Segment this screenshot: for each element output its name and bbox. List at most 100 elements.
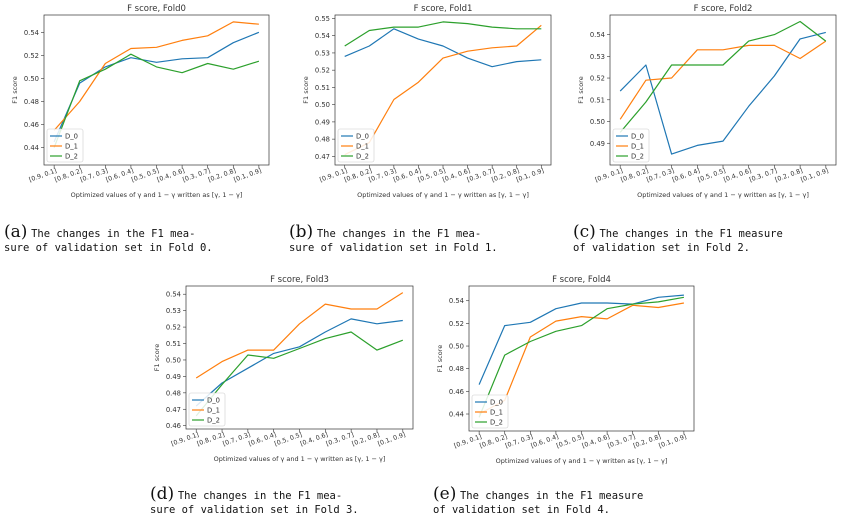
x-tick-label: [0.8, 0.2] <box>196 431 226 447</box>
legend-label: D_0 <box>207 397 220 405</box>
plot-frame <box>609 14 837 166</box>
y-tick-label: 0.53 <box>315 49 330 57</box>
caption-text-line1: The changes in the F1 measure <box>459 490 644 502</box>
y-tick-label: 0.54 <box>315 32 330 40</box>
chart-fold4: F score, Fold4 F1 score 0.44 0.46 0.48 0.50 0.… <box>425 272 710 472</box>
legend: D_0 D_1 D_2 <box>188 392 226 427</box>
caption-text-line2: sure of validation set in Fold 3. <box>150 504 359 516</box>
legend-label: D_1 <box>631 143 644 151</box>
x-tick-label: [0.4, 0.6] <box>581 433 611 449</box>
chart-title: F score, Fold1 <box>414 4 473 14</box>
legend-label: D_2 <box>65 153 78 161</box>
y-tick-label: 0.50 <box>590 118 605 126</box>
chart-svg: F score, Fold1 F1 score 0.47 0.48 0.49 0.50 0.… <box>302 4 552 199</box>
y-tick-label: 0.52 <box>449 320 464 328</box>
x-tick-label: [0.3, 0.7] <box>182 167 212 183</box>
x-tick-label: [0.1, 0.9] <box>515 167 545 183</box>
series-line-d2 <box>53 53 260 148</box>
x-tick-label: [0.9, 0.1] <box>453 433 483 449</box>
y-tick-label: 0.49 <box>315 118 330 126</box>
x-tick-label: [0.5, 0.5] <box>274 431 304 447</box>
y-tick-label: 0.48 <box>166 389 181 397</box>
legend-label: D_1 <box>490 409 503 417</box>
x-tick-label: [0.9, 0.1] <box>170 431 200 447</box>
chart-fold3: F score, Fold3 F1 score 0.46 0.47 0.48 0.49 0.… <box>142 272 427 472</box>
x-tick-label: [0.8, 0.2] <box>620 167 650 183</box>
series-line-d2 <box>619 20 827 133</box>
legend: D_0 D_1 D_2 <box>612 128 650 163</box>
y-tick-label: 0.48 <box>24 98 39 106</box>
x-tick-label: [0.2, 0.8] <box>351 431 381 447</box>
y-tick-label: 0.44 <box>449 411 464 419</box>
legend: D_0 D_1 D_2 <box>337 128 375 163</box>
y-tick-label: 0.52 <box>24 52 39 60</box>
series-line-d0 <box>619 31 826 155</box>
y-tick-label: 0.55 <box>315 15 330 23</box>
x-tick-label: [0.4, 0.6] <box>299 431 329 447</box>
legend-label: D_1 <box>65 143 78 151</box>
chart-title: F score, Fold0 <box>127 4 186 14</box>
x-tick-label: [0.3, 0.7] <box>607 433 637 449</box>
caption-tag: (c) <box>573 222 596 242</box>
x-tick-label: [0.9, 0.1] <box>28 167 58 183</box>
x-tick-label: [0.8, 0.2] <box>479 433 509 449</box>
chart-svg: F score, Fold3 F1 score 0.46 0.47 0.48 0.49 0.… <box>153 275 414 463</box>
y-tick-label: 0.52 <box>166 324 181 332</box>
x-tick-label: [0.7, 0.3] <box>504 433 534 449</box>
legend: D_0 D_1 D_2 <box>471 394 509 429</box>
series-line-d1 <box>478 302 685 415</box>
y-tick-label: 0.51 <box>166 340 181 348</box>
x-tick-label: [0.9, 0.1] <box>594 167 624 183</box>
caption-d: (d) The changes in the F1 mea- sure of v… <box>150 486 430 517</box>
x-tick-label: [0.8, 0.2] <box>54 167 84 183</box>
chart-fold1: F score, Fold1 F1 score 0.47 0.48 0.49 0.50 0.… <box>283 0 568 205</box>
x-tick-label: [0.1, 0.9] <box>658 433 688 449</box>
x-tick-label: [0.5, 0.5] <box>556 433 586 449</box>
x-tick-label: [0.3, 0.7] <box>748 167 778 183</box>
x-axis-label: Optimized values of γ and 1 − γ written … <box>71 191 243 199</box>
x-tick-label: [0.7, 0.3] <box>222 431 252 447</box>
chart-title: F score, Fold4 <box>552 275 611 285</box>
y-tick-label: 0.51 <box>590 96 605 104</box>
legend-label: D_2 <box>631 153 644 161</box>
x-tick-label: [0.3, 0.7] <box>325 431 355 447</box>
x-tick-label: [0.1, 0.9] <box>377 431 407 447</box>
y-axis-label: F1 score <box>11 76 19 103</box>
legend-label: D_0 <box>356 133 369 141</box>
x-tick-label: [0.5, 0.5] <box>697 167 727 183</box>
x-tick-label: [0.6, 0.4] <box>671 167 701 183</box>
x-axis-label: Optimized values of γ and 1 − γ written … <box>214 455 386 463</box>
caption-text-line1: The changes in the F1 mea- <box>316 228 482 240</box>
plot-frame <box>468 285 695 432</box>
y-tick-label: 0.53 <box>590 53 605 61</box>
y-tick-label: 0.44 <box>24 144 39 152</box>
legend-label: D_0 <box>65 133 78 141</box>
caption-text-line1: The changes in the F1 mea- <box>31 228 196 240</box>
caption-text-line2: sure of validation set in Fold 1. <box>289 242 498 254</box>
series-line-d2 <box>344 21 542 47</box>
y-axis-label: F1 score <box>153 344 161 371</box>
x-tick-label: [0.5, 0.5] <box>131 167 161 183</box>
y-tick-label: 0.48 <box>315 136 330 144</box>
caption-e: (e) The changes in the F1 measure of val… <box>433 486 713 517</box>
series-line-d1 <box>344 24 542 156</box>
y-tick-label: 0.50 <box>166 356 181 364</box>
series-line-d2 <box>195 331 404 417</box>
caption-text-line1: The changes in the F1 mea- <box>177 490 343 502</box>
legend-label: D_0 <box>631 133 644 141</box>
y-axis-label: F1 score <box>302 76 310 103</box>
y-tick-label: 0.50 <box>449 343 464 351</box>
legend-box <box>612 128 650 163</box>
x-axis-label: Optimized values of γ and 1 − γ written … <box>496 457 668 465</box>
caption-c: (c) The changes in the F1 measure of val… <box>573 224 851 255</box>
y-tick-label: 0.46 <box>24 121 39 129</box>
caption-tag: (b) <box>289 222 314 242</box>
x-tick-label: [0.2, 0.8] <box>632 433 662 449</box>
series-line-d2 <box>478 296 685 418</box>
legend-label: D_1 <box>207 407 220 415</box>
y-tick-label: 0.52 <box>315 67 330 75</box>
caption-b: (b) The changes in the F1 mea- sure of v… <box>289 224 569 255</box>
caption-tag: (a) <box>4 222 28 242</box>
y-tick-label: 0.47 <box>166 406 181 414</box>
legend-label: D_0 <box>490 399 503 407</box>
